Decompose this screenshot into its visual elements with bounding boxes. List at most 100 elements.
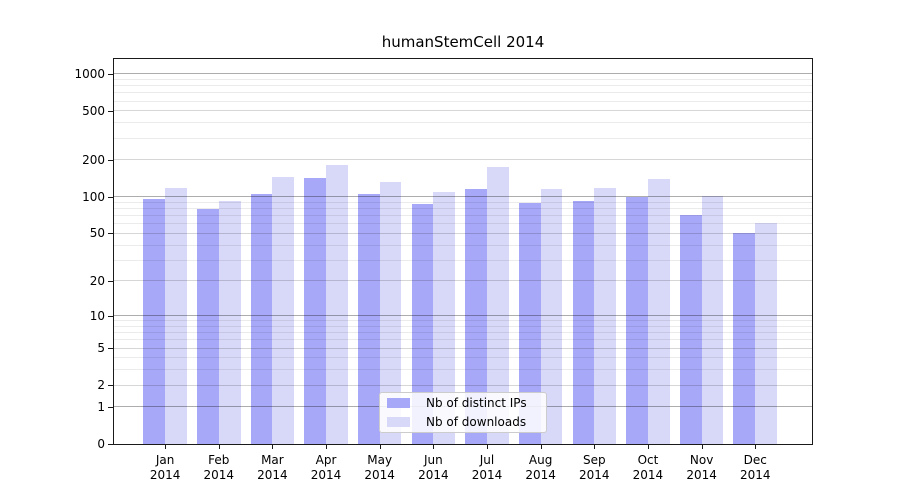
- chart-title: humanStemCell 2014: [381, 33, 545, 51]
- gridline-80: [114, 208, 812, 210]
- x-tick-year: 2014: [739, 468, 771, 482]
- gridline-50: [114, 232, 812, 234]
- gridline-40: [114, 244, 812, 246]
- bar-apr-downloads: [326, 165, 348, 444]
- x-tick-month: Feb: [208, 453, 230, 467]
- bar-jun-distinct-ips: [411, 203, 434, 444]
- x-tick-label-feb: Feb 2014: [191, 453, 247, 483]
- x-tick-year: 2014: [418, 468, 449, 482]
- bar-jun-downloads: [433, 191, 456, 444]
- x-tick-label-oct: Oct 2014: [620, 453, 676, 483]
- legend-swatch-downloads: [387, 417, 410, 427]
- y-tick-mark-0: [108, 444, 113, 445]
- y-tick-label-1000: 1000: [74, 66, 105, 81]
- x-tick-year: 2014: [310, 468, 342, 482]
- bar-feb-distinct-ips: [196, 209, 219, 444]
- y-tick-label-1: 1: [97, 399, 105, 414]
- x-tick-mark-apr: [326, 445, 328, 449]
- bar-jan-downloads: [165, 187, 187, 444]
- y-tick-label-50: 50: [89, 226, 105, 241]
- y-tick-label-5: 5: [97, 341, 105, 356]
- y-tick-mark-50: [108, 233, 113, 235]
- legend-label-distinct-ips: Nb of distinct IPs: [426, 396, 527, 410]
- x-tick-mark-mar: [272, 445, 274, 449]
- legend-item-downloads: Nb of downloads: [380, 414, 546, 430]
- x-tick-year: 2014: [686, 468, 717, 482]
- x-tick-mark-may: [379, 445, 381, 449]
- x-tick-label-apr: Apr 2014: [298, 453, 354, 483]
- y-tick-mark-20: [108, 280, 113, 282]
- x-tick-label-aug: Aug 2014: [513, 453, 569, 483]
- x-tick-label-jul: Jul 2014: [459, 453, 515, 483]
- bar-nov-distinct-ips: [679, 214, 702, 444]
- y-tick-mark-1: [108, 406, 113, 408]
- gridline-200: [114, 159, 812, 161]
- bar-dec-distinct-ips: [733, 233, 756, 444]
- gridline-600: [114, 100, 812, 102]
- bar-jul-downloads: [487, 166, 509, 444]
- x-tick-label-jun: Jun 2014: [405, 453, 461, 483]
- x-tick-month: Oct: [637, 453, 659, 467]
- x-tick-year: 2014: [525, 468, 556, 482]
- x-tick-label-jan: Jan 2014: [137, 453, 193, 483]
- y-tick-mark-2: [108, 385, 113, 387]
- y-tick-label-10: 10: [89, 308, 105, 323]
- x-tick-mark-nov: [701, 445, 703, 449]
- bar-sep-distinct-ips: [572, 200, 595, 444]
- x-tick-mark-sep: [594, 445, 596, 449]
- gridline-500: [114, 110, 812, 112]
- bar-oct-downloads: [647, 178, 670, 444]
- bar-aug-distinct-ips: [518, 202, 541, 444]
- y-tick-mark-10: [108, 315, 113, 317]
- x-tick-month: Jun: [423, 453, 443, 467]
- x-tick-month: Jan: [155, 453, 175, 467]
- x-tick-year: 2014: [203, 468, 235, 482]
- y-tick-mark-100: [108, 196, 113, 198]
- gridline-70: [114, 215, 812, 217]
- y-tick-mark-1000: [108, 73, 113, 75]
- gridline-8: [114, 325, 812, 327]
- bar-aug-downloads: [540, 189, 563, 444]
- x-tick-month: Mar: [261, 453, 284, 467]
- y-tick-label-0: 0: [97, 437, 105, 451]
- gridline-1000: [114, 73, 812, 75]
- x-tick-year: 2014: [149, 468, 181, 482]
- legend-item-distinct-ips: Nb of distinct IPs: [380, 395, 546, 411]
- x-tick-month: May: [367, 453, 393, 467]
- x-tick-mark-jan: [165, 445, 167, 449]
- legend-swatch-distinct-ips: [387, 398, 410, 408]
- gridline-2: [114, 384, 812, 386]
- bar-may-downloads: [379, 181, 402, 444]
- plot-area: [113, 58, 813, 445]
- gridline-30: [114, 259, 812, 261]
- x-tick-year: 2014: [364, 468, 395, 482]
- bar-sep-downloads: [594, 187, 617, 444]
- gridline-90: [114, 201, 812, 203]
- x-tick-label-nov: Nov 2014: [674, 453, 730, 483]
- gridline-400: [114, 122, 812, 124]
- gridline-4: [114, 357, 812, 359]
- y-tick-label-200: 200: [82, 152, 105, 167]
- y-tick-mark-5: [108, 348, 113, 350]
- bar-may-distinct-ips: [357, 193, 380, 444]
- bar-nov-downloads: [701, 196, 724, 444]
- x-tick-mark-oct: [647, 445, 649, 449]
- gridline-800: [114, 85, 812, 87]
- legend: Nb of distinct IPs Nb of downloads: [379, 392, 547, 433]
- gridline-10: [114, 315, 812, 317]
- x-tick-month: Aug: [528, 453, 553, 467]
- x-tick-mark-dec: [755, 445, 757, 449]
- x-tick-month: Dec: [743, 453, 767, 467]
- x-tick-label-dec: Dec 2014: [727, 453, 783, 483]
- gridline-5: [114, 347, 812, 349]
- gridline-9: [114, 320, 812, 322]
- x-tick-month: Jul: [479, 453, 495, 467]
- x-tick-year: 2014: [257, 468, 288, 482]
- x-tick-label-mar: Mar 2014: [244, 453, 300, 483]
- gridline-6: [114, 339, 812, 341]
- gridline-900: [114, 79, 812, 81]
- x-tick-month: Apr: [315, 453, 337, 467]
- gridline-700: [114, 92, 812, 94]
- bar-dec-downloads: [755, 222, 778, 444]
